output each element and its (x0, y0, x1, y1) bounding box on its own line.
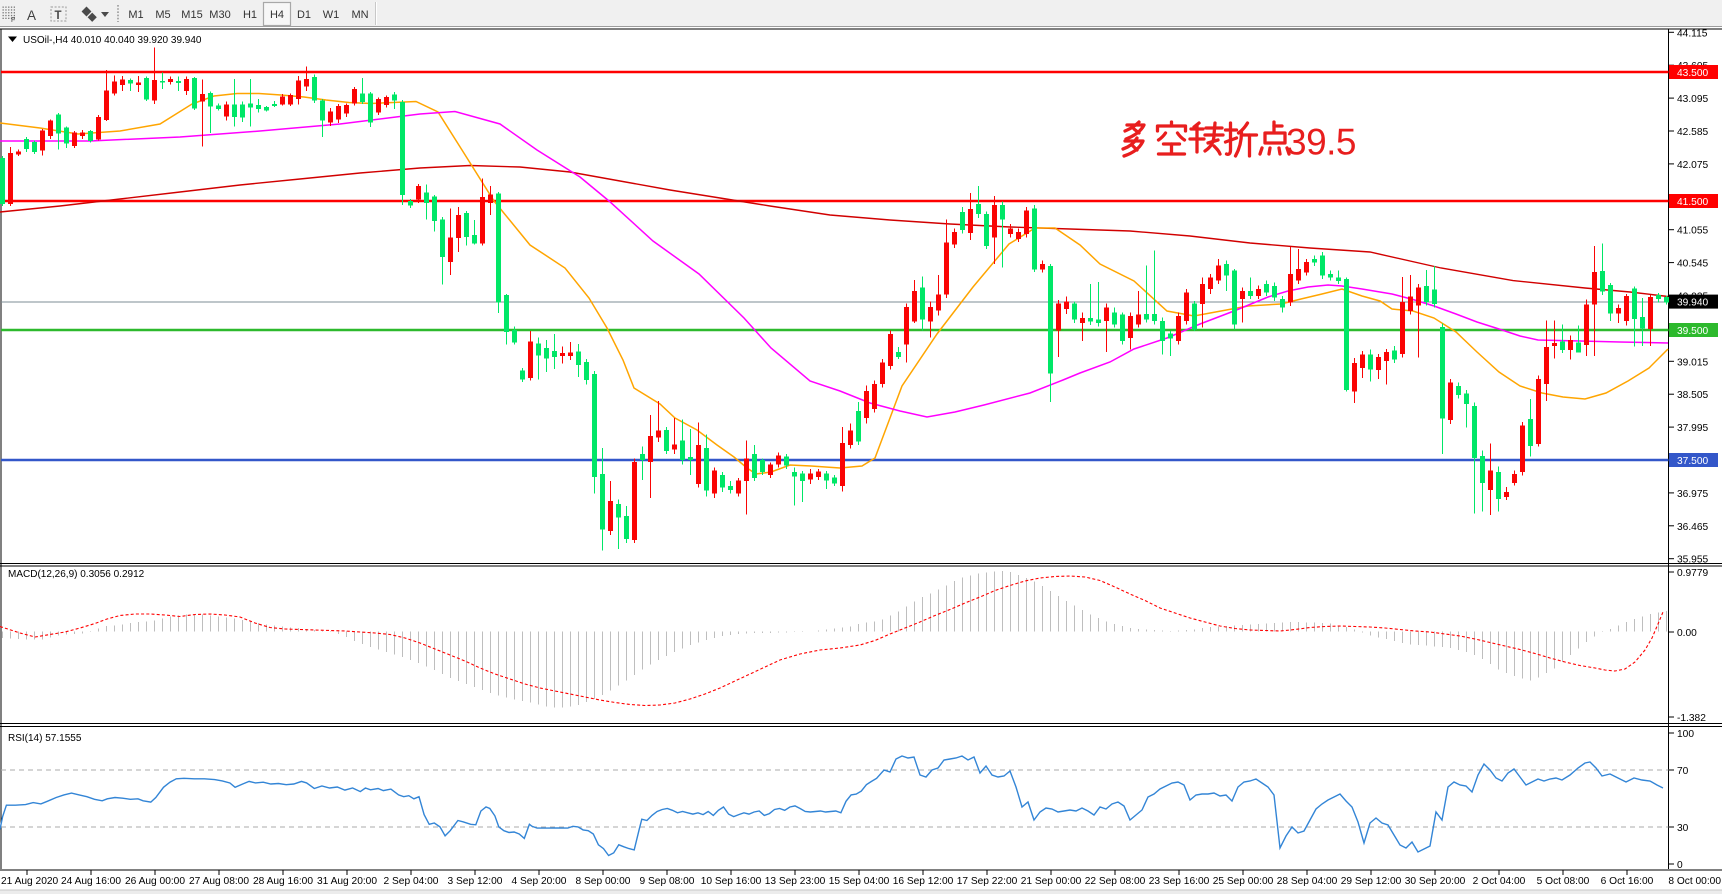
svg-text:28 Aug 16:00: 28 Aug 16:00 (253, 876, 313, 887)
svg-text:41.055: 41.055 (1677, 226, 1708, 237)
svg-text:M5: M5 (155, 9, 170, 21)
svg-text:-1.382: -1.382 (1677, 713, 1706, 724)
svg-text:16 Sep 12:00: 16 Sep 12:00 (893, 876, 954, 887)
svg-text:22 Sep 08:00: 22 Sep 08:00 (1085, 876, 1146, 887)
svg-text:RSI(14) 57.1555: RSI(14) 57.1555 (8, 733, 82, 744)
svg-text:21 Sep 00:00: 21 Sep 00:00 (1021, 876, 1082, 887)
svg-text:MACD(12,26,9) 0.3056 0.2912: MACD(12,26,9) 0.3056 0.2912 (8, 569, 145, 580)
svg-text:M30: M30 (209, 9, 230, 21)
svg-text:42.585: 42.585 (1677, 127, 1708, 138)
svg-text:13 Sep 23:00: 13 Sep 23:00 (765, 876, 826, 887)
svg-text:D1: D1 (297, 9, 311, 21)
svg-text:10 Sep 16:00: 10 Sep 16:00 (701, 876, 762, 887)
svg-text:39.500: 39.500 (1677, 326, 1708, 337)
svg-text:T: T (55, 10, 62, 22)
svg-text:8 Sep 00:00: 8 Sep 00:00 (576, 876, 631, 887)
svg-text:23 Sep 16:00: 23 Sep 16:00 (1149, 876, 1210, 887)
svg-text:43.095: 43.095 (1677, 94, 1708, 105)
svg-text:MN: MN (351, 9, 368, 21)
svg-text:0.00: 0.00 (1677, 628, 1697, 639)
svg-text:2 Oct 04:00: 2 Oct 04:00 (1473, 876, 1526, 887)
svg-text:3 Sep 12:00: 3 Sep 12:00 (448, 876, 503, 887)
svg-text:30: 30 (1677, 823, 1689, 834)
svg-text:26 Aug 00:00: 26 Aug 00:00 (125, 876, 185, 887)
svg-text:5 Oct 08:00: 5 Oct 08:00 (1537, 876, 1590, 887)
svg-text:M15: M15 (181, 9, 202, 21)
svg-text:H4: H4 (270, 9, 284, 21)
svg-text:35.955: 35.955 (1677, 555, 1708, 566)
svg-text:40.545: 40.545 (1677, 259, 1708, 270)
svg-text:W1: W1 (323, 9, 340, 21)
svg-text:39.940: 39.940 (1677, 298, 1708, 309)
svg-text:0.9779: 0.9779 (1677, 568, 1708, 579)
svg-text:70: 70 (1677, 766, 1689, 777)
svg-text:37.500: 37.500 (1677, 456, 1708, 467)
svg-text:39.015: 39.015 (1677, 357, 1708, 368)
svg-text:36.975: 36.975 (1677, 489, 1708, 500)
svg-text:2 Sep 04:00: 2 Sep 04:00 (384, 876, 439, 887)
svg-text:24 Aug 16:00: 24 Aug 16:00 (61, 876, 121, 887)
svg-text:21 Aug 2020: 21 Aug 2020 (1, 876, 59, 887)
svg-text:M1: M1 (128, 9, 143, 21)
svg-text:37.995: 37.995 (1677, 423, 1708, 434)
svg-text:USOil-,H4 40.010 40.040 39.92: USOil-,H4 40.010 40.040 39.920 39.940 (23, 35, 202, 46)
svg-text:39.5: 39.5 (1286, 122, 1356, 163)
svg-text:15 Sep 04:00: 15 Sep 04:00 (829, 876, 890, 887)
svg-text:43.500: 43.500 (1677, 68, 1708, 79)
svg-text:38.505: 38.505 (1677, 390, 1708, 401)
svg-text:29 Sep 12:00: 29 Sep 12:00 (1341, 876, 1402, 887)
svg-text:28 Sep 04:00: 28 Sep 04:00 (1277, 876, 1338, 887)
svg-text:6 Oct 16:00: 6 Oct 16:00 (1601, 876, 1654, 887)
svg-text:8 Oct 00:00: 8 Oct 00:00 (1668, 876, 1721, 887)
svg-text:H1: H1 (243, 9, 257, 21)
svg-text:100: 100 (1677, 729, 1694, 740)
svg-text:27 Aug 08:00: 27 Aug 08:00 (189, 876, 249, 887)
svg-text:0: 0 (1677, 860, 1683, 871)
svg-text:A: A (27, 8, 36, 23)
svg-text:4 Sep 20:00: 4 Sep 20:00 (512, 876, 567, 887)
svg-text:9 Sep 08:00: 9 Sep 08:00 (640, 876, 695, 887)
svg-text:36.465: 36.465 (1677, 522, 1708, 533)
svg-text:25 Sep 00:00: 25 Sep 00:00 (1213, 876, 1274, 887)
svg-text:31 Aug 20:00: 31 Aug 20:00 (317, 876, 377, 887)
svg-text:41.500: 41.500 (1677, 197, 1708, 208)
svg-text:42.075: 42.075 (1677, 160, 1708, 171)
svg-text:F: F (11, 17, 15, 24)
svg-text:44.115: 44.115 (1677, 28, 1708, 39)
svg-text:30 Sep 20:00: 30 Sep 20:00 (1405, 876, 1466, 887)
svg-text:17 Sep 22:00: 17 Sep 22:00 (957, 876, 1018, 887)
